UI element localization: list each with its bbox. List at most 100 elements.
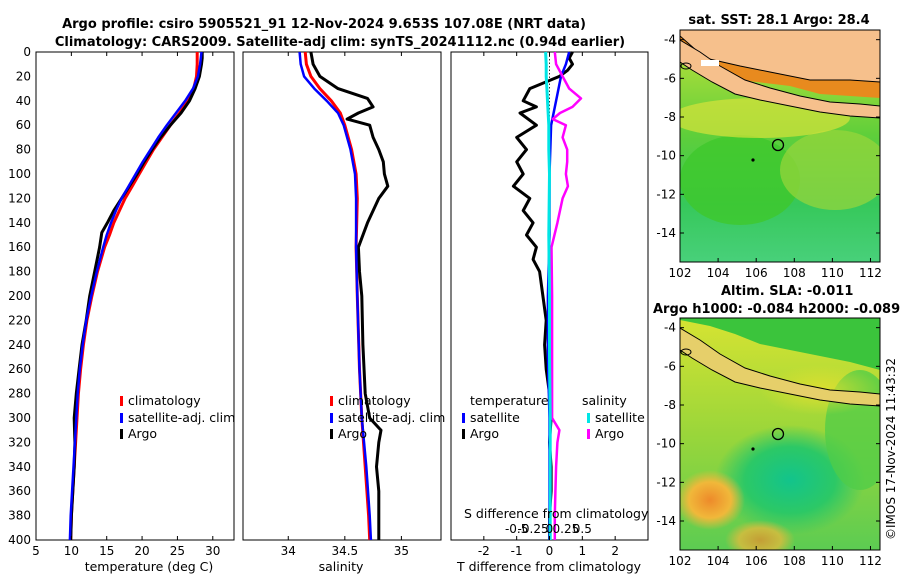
legend-label-argo: Argo xyxy=(338,426,367,441)
sla-islet-dot xyxy=(751,447,755,451)
sla-map: Altim. SLA: -0.011 Argo h1000: -0.084 h2… xyxy=(653,284,900,568)
salinity-legend: climatology satellite-adj. clim Argo xyxy=(330,393,445,441)
sst-map: sat. SST: 28.1 Argo: 28.4 -4 -6 -8 -10 -12 -1… xyxy=(656,13,882,280)
sst-land-borneo xyxy=(680,30,880,83)
s-tick-label: 0 xyxy=(546,522,554,536)
s-tick-label: 0.25 xyxy=(553,522,580,536)
salinity-series xyxy=(298,51,390,541)
temperature-x-label: temperature (deg C) xyxy=(85,559,214,574)
legend-label-temp-argo: Argo xyxy=(470,426,499,441)
lon-tick-label: 104 xyxy=(707,266,730,280)
lat-tick-label: -4 xyxy=(664,321,676,335)
legend-label-temp-satellite: satellite xyxy=(470,410,520,425)
x-tick-label: 1 xyxy=(579,544,587,558)
lon-tick-label: 110 xyxy=(821,266,844,280)
sst-land-java xyxy=(680,39,880,119)
difference-legend: temperature salinity satellite Argo sate… xyxy=(462,393,645,441)
salinity-x-label: salinity xyxy=(319,559,364,574)
depth-tick-label: 120 xyxy=(8,191,31,205)
temperature-series xyxy=(68,51,204,541)
series-sal-diff-satellite xyxy=(544,51,552,540)
x-tick-label: 5 xyxy=(32,544,40,558)
x-tick-label: 15 xyxy=(99,544,114,558)
legend-marker-argo xyxy=(330,429,333,439)
s-tick-label: -0.25 xyxy=(518,522,549,536)
lat-tick-label: -14 xyxy=(656,514,676,528)
depth-tick-label: 220 xyxy=(8,313,31,327)
sla-high-anomaly-patch xyxy=(680,470,745,530)
lon-tick-label: 106 xyxy=(745,266,768,280)
series-argo xyxy=(69,52,204,541)
temperature-panel: 5 10 15 20 25 30 temperature (deg C) climatol… xyxy=(32,51,235,574)
lon-tick-label: 108 xyxy=(783,266,806,280)
lat-tick-label: -6 xyxy=(664,359,676,373)
lat-tick-label: -8 xyxy=(664,110,676,124)
legend-marker-sal-satellite xyxy=(587,413,590,423)
legend-label-argo: Argo xyxy=(128,426,157,441)
depth-tick-label: 60 xyxy=(16,118,31,132)
depth-tick-label: 20 xyxy=(16,69,31,83)
depth-axis-ticks: 0 20 40 60 80 100 120 140 160 180 200 220 240 260 280 3… xyxy=(8,45,648,547)
sla-high-anomaly-south xyxy=(725,520,795,550)
salinity-difference-ticks: -0.5-0.250 0.250.5 xyxy=(505,522,592,536)
imos-timestamp: ©IMOS 17-Nov-2024 11:43:32 xyxy=(884,358,898,540)
legend-marker-climatology xyxy=(120,396,123,406)
lat-tick-label: -12 xyxy=(656,475,676,489)
sla-small-island xyxy=(680,348,692,356)
legend-marker-satellite xyxy=(120,413,123,423)
depth-tick-label: 40 xyxy=(16,94,31,108)
sst-missing-data-patch xyxy=(701,60,719,66)
legend-label-sal-argo: Argo xyxy=(595,426,624,441)
x-tick-label: -2 xyxy=(478,544,490,558)
series-argo xyxy=(309,51,390,540)
sst-map-frame xyxy=(679,29,881,263)
legend-label-satellite: satellite-adj. clim xyxy=(128,410,235,425)
legend-title-temperature: temperature xyxy=(470,393,549,408)
depth-tick-label: 100 xyxy=(8,167,31,181)
temperature-x-ticks: 5 10 15 20 25 30 xyxy=(32,52,220,558)
temperature-axes xyxy=(35,51,235,541)
salinity-axes xyxy=(242,51,442,541)
lat-tick-label: -4 xyxy=(664,33,676,47)
depth-tick-label: 300 xyxy=(8,411,31,425)
sla-low-anomaly-patch xyxy=(715,425,865,535)
x-tick-label: 30 xyxy=(205,544,220,558)
difference-x-label: T difference from climatology xyxy=(456,559,642,574)
figure-title-line1: Argo profile: csiro 5905521_91 12-Nov-20… xyxy=(62,17,586,32)
s-difference-label: S difference from climatology xyxy=(464,506,649,521)
legend-marker-satellite xyxy=(330,413,333,423)
depth-tick-label: 140 xyxy=(8,216,31,230)
depth-tick-label: 360 xyxy=(8,484,31,498)
legend-marker-temp-satellite xyxy=(462,413,465,423)
lon-tick-label: 108 xyxy=(783,554,806,568)
depth-tick-label: 200 xyxy=(8,289,31,303)
sla-land-java xyxy=(680,327,880,407)
depth-tick-label: 240 xyxy=(8,338,31,352)
depth-tick-label: 180 xyxy=(8,265,31,279)
depth-tick-label: 160 xyxy=(8,240,31,254)
x-tick-label: 0 xyxy=(546,544,554,558)
x-tick-label: 34.5 xyxy=(331,544,358,558)
sla-argo-position-marker xyxy=(771,427,785,441)
sst-green-patch xyxy=(680,135,800,225)
legend-label-sal-satellite: satellite xyxy=(595,410,645,425)
lon-tick-label: 112 xyxy=(859,554,882,568)
sst-small-island xyxy=(680,62,692,70)
depth-tick-label: 80 xyxy=(16,143,31,157)
x-tick-label: 25 xyxy=(170,544,185,558)
depth-tick-label: 380 xyxy=(8,509,31,523)
sst-map-ticks: -4 -6 -8 -10 -12 -14 102 104 106 108 110 112 xyxy=(656,33,882,280)
lon-tick-label: 102 xyxy=(669,554,692,568)
lat-tick-label: -6 xyxy=(664,71,676,85)
x-tick-label: 20 xyxy=(134,544,149,558)
x-tick-label: -1 xyxy=(511,544,523,558)
difference-series xyxy=(511,51,583,540)
legend-marker-climatology xyxy=(330,396,333,406)
depth-tick-label: 320 xyxy=(8,435,31,449)
series-satellite-adj-clim xyxy=(298,51,373,541)
depth-tick-label: 260 xyxy=(8,362,31,376)
sla-map-ticks: -4 -6 -8 -10 -12 -14 102 104 106 108 110 112 xyxy=(656,321,882,568)
legend-label-satellite: satellite-adj. clim xyxy=(338,410,445,425)
salinity-x-ticks: 34 34.5 35 xyxy=(281,52,409,558)
lon-tick-label: 112 xyxy=(859,266,882,280)
